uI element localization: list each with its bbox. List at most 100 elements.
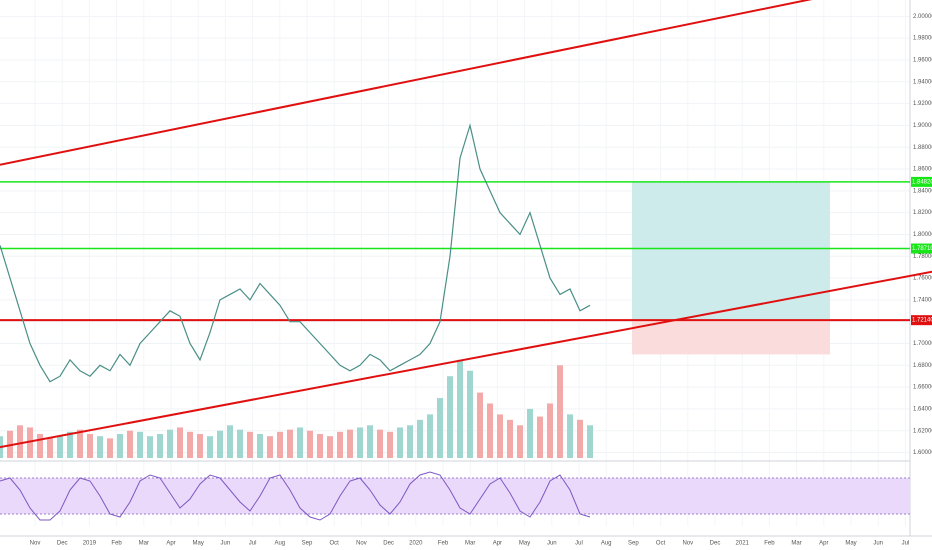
y-tick-label: 1.62000 (913, 428, 932, 434)
y-tick-label: 1.64000 (913, 407, 932, 413)
volume-bar (237, 429, 243, 458)
volume-bar (177, 427, 183, 458)
y-tick-label: 1.88000 (913, 145, 932, 151)
volume-bar (87, 434, 93, 458)
x-tick-label: Nov (30, 541, 41, 547)
volume-bar (547, 403, 553, 458)
volume-bar (507, 419, 513, 458)
volume-bar (317, 434, 323, 458)
volume-bar (477, 392, 483, 458)
volume-bar (327, 436, 333, 458)
volume-bar (197, 434, 203, 458)
x-tick-label: Jun (221, 541, 231, 547)
level-label: 1.78710 (912, 246, 932, 252)
stoch-line (0, 471, 591, 521)
x-tick-label: 2021 (736, 541, 750, 547)
x-tick-label: Jun (547, 541, 557, 547)
x-tick-label: Oct (330, 541, 340, 547)
x-tick-label: Apr (166, 541, 175, 547)
volume-bar (567, 414, 573, 458)
volume-bar (427, 414, 433, 458)
volume-bar (517, 425, 523, 458)
x-tick-label: Sep (628, 541, 639, 547)
level-tag (911, 243, 932, 254)
stop-zone (632, 320, 830, 355)
volume-bar (187, 431, 193, 458)
volume-bar (527, 408, 533, 458)
volume-bar (387, 431, 393, 458)
volume-bar (557, 365, 563, 458)
y-tick-label: 1.74000 (913, 297, 932, 303)
y-tick-label: 1.86000 (913, 167, 932, 173)
volume-bar (577, 419, 583, 458)
x-tick-label: Feb (764, 541, 775, 547)
volume-bar (277, 431, 283, 458)
volume-bar (307, 430, 313, 458)
y-tick-label: 1.96000 (913, 58, 932, 64)
volume-bar (537, 416, 543, 458)
x-tick-label: Nov (682, 541, 693, 547)
volume-bar (227, 425, 233, 458)
volume-bar (487, 403, 493, 458)
x-tick-label: Jul (902, 541, 910, 547)
volume-bar (497, 414, 503, 458)
x-tick-label: Nov (356, 541, 367, 547)
x-tick-label: Dec (383, 541, 394, 547)
volume-bar (267, 436, 273, 458)
level-tag (911, 176, 932, 187)
volume-bar (97, 436, 103, 458)
volume-bar (47, 438, 53, 458)
x-tick-label: Sep (302, 541, 313, 547)
x-tick-label: Jun (873, 541, 883, 547)
price-line (0, 123, 591, 383)
volume-bar (437, 398, 443, 458)
volume-bar (77, 429, 83, 458)
x-tick-label: Apr (819, 541, 828, 547)
volume-bar (297, 427, 303, 458)
x-tick-label: Jul (249, 541, 257, 547)
volume-bar (127, 430, 133, 458)
volume-bar (417, 419, 423, 458)
level-label: 1.72140 (912, 318, 932, 324)
volume-bar (447, 376, 453, 458)
volume-bar (247, 431, 253, 458)
level-label: 1.84820 (912, 179, 932, 185)
volume-bar (67, 431, 73, 458)
target-zone (632, 181, 830, 321)
volume-bar (37, 434, 43, 458)
x-tick-label: 2020 (409, 541, 423, 547)
x-tick-label: 2019 (83, 541, 97, 547)
trendline (0, 0, 813, 166)
y-tick-label: 1.60000 (913, 450, 932, 456)
volume-bar (287, 429, 293, 458)
level-tag (911, 315, 932, 326)
y-tick-label: 1.90000 (913, 123, 932, 129)
volume-bar (137, 431, 143, 458)
volume-bar (27, 427, 33, 458)
volume-bar (107, 438, 113, 458)
y-tick-label: 2.00000 (913, 14, 932, 20)
y-tick-label: 1.98000 (913, 36, 932, 42)
x-tick-label: Feb (111, 541, 122, 547)
x-tick-label: Mar (791, 541, 801, 547)
x-tick-label: Aug (274, 541, 285, 547)
y-tick-label: 1.80000 (913, 232, 932, 238)
x-tick-label: Jul (575, 541, 583, 547)
y-tick-label: 1.84000 (913, 188, 932, 194)
x-tick-label: Mar (465, 541, 475, 547)
x-tick-label: Dec (57, 541, 68, 547)
y-tick-label: 1.94000 (913, 79, 932, 85)
volume-bar (367, 425, 373, 458)
volume-bar (167, 429, 173, 458)
volume-bar (257, 434, 263, 458)
volume-bar (207, 436, 213, 458)
x-tick-label: Oct (656, 541, 666, 547)
volume-bar (117, 434, 123, 458)
y-tick-label: 1.78000 (913, 254, 932, 260)
volume-bar (217, 430, 223, 458)
volume-bar (457, 359, 463, 458)
y-tick-label: 1.82000 (913, 210, 932, 216)
stoch-band (0, 478, 910, 514)
volume-bar (147, 436, 153, 458)
